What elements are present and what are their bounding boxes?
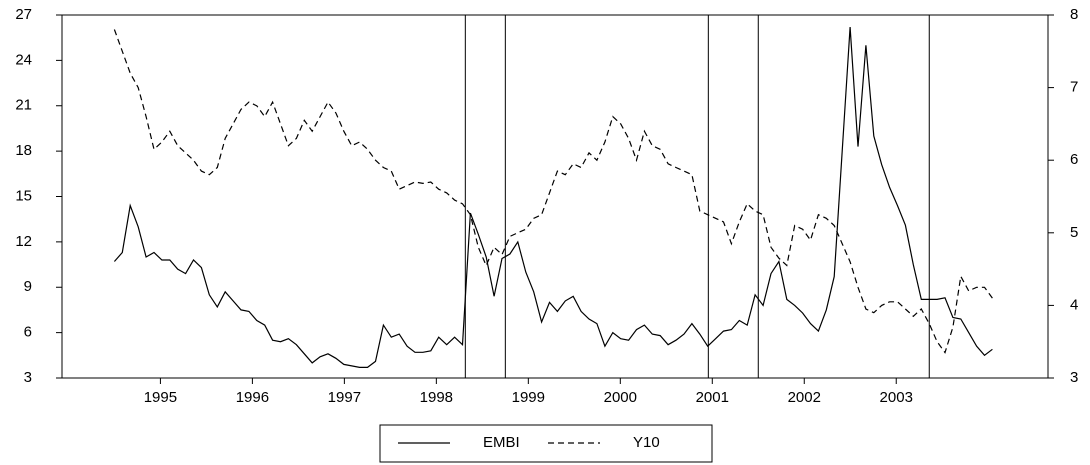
x-tick-label: 2003: [880, 389, 913, 406]
series-line: [113, 29, 993, 354]
x-tick-label: 1997: [328, 389, 361, 406]
y2-tick-label: 8: [1070, 6, 1078, 23]
y2-tick-label: 7: [1070, 79, 1078, 96]
y-tick-label: 27: [15, 6, 32, 23]
y2-tick-label: 3: [1070, 369, 1078, 386]
y2-tick-label: 5: [1070, 224, 1078, 241]
y2-tick-label: 6: [1070, 151, 1078, 168]
x-tick-label: 1996: [236, 389, 269, 406]
legend-box: [379, 424, 713, 463]
y2-tick-label: 4: [1070, 296, 1078, 313]
x-tick-label: 1999: [512, 389, 545, 406]
series-line: [113, 27, 993, 368]
y-tick-label: 21: [15, 97, 32, 114]
plot-frame: [61, 14, 1049, 379]
y-tick-label: 18: [15, 142, 32, 159]
legend-label: Y10: [633, 434, 660, 451]
x-tick-label: 1995: [144, 389, 177, 406]
y-tick-label: 12: [15, 233, 32, 250]
x-tick-label: 2001: [696, 389, 729, 406]
x-tick-label: 2002: [788, 389, 821, 406]
x-tick-label: 2000: [604, 389, 637, 406]
y-tick-label: 6: [24, 324, 32, 341]
y-tick-label: 3: [24, 369, 32, 386]
y-tick-label: 15: [15, 187, 32, 204]
legend-label: EMBI: [483, 434, 520, 451]
x-tick-label: 1998: [420, 389, 453, 406]
y-tick-label: 9: [24, 278, 32, 295]
y-tick-label: 24: [15, 51, 32, 68]
